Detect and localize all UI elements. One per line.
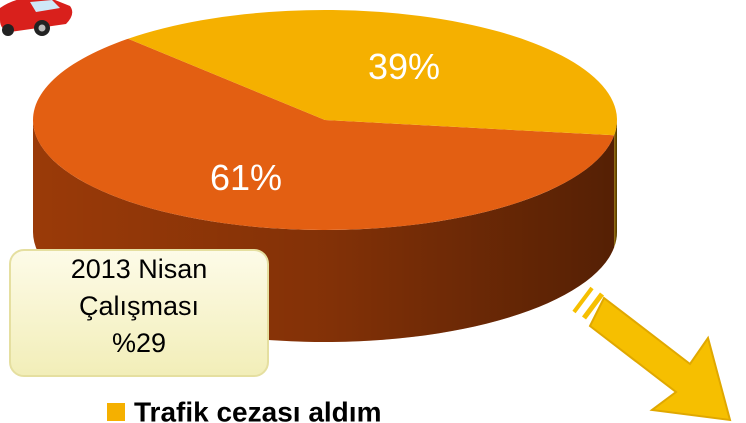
legend-label: Trafik cezası aldım xyxy=(134,396,381,423)
car-icon xyxy=(0,0,73,36)
pie-slice xyxy=(33,38,615,230)
legend-swatch xyxy=(107,403,125,421)
annotation-line: Çalışması xyxy=(79,291,199,321)
pie-slice xyxy=(128,9,617,136)
arrow xyxy=(572,286,732,422)
data-label: 39% xyxy=(368,46,440,87)
pie-side-shade xyxy=(614,120,617,248)
annotation-line: %29 xyxy=(112,328,166,358)
data-label: 61% xyxy=(210,157,282,198)
annotation-box xyxy=(9,249,269,377)
annotation-line: 2013 Nisan xyxy=(71,254,208,284)
annotation: 2013 Nisan Çalışması %29 xyxy=(9,249,269,377)
